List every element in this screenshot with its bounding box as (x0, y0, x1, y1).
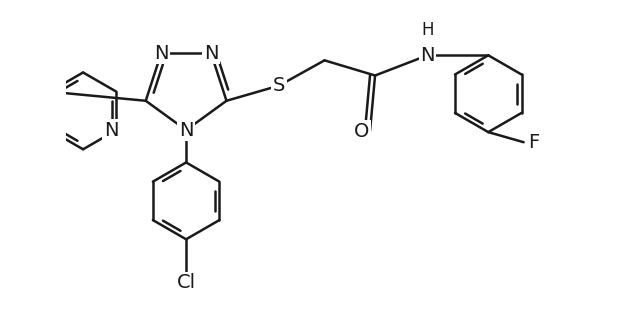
Text: F: F (528, 133, 540, 152)
Text: N: N (154, 44, 168, 63)
Text: H: H (421, 21, 434, 39)
Text: O: O (355, 121, 370, 141)
Text: N: N (420, 46, 435, 65)
Text: N: N (179, 120, 193, 140)
Text: N: N (104, 120, 118, 140)
Text: S: S (273, 76, 285, 95)
Text: Cl: Cl (177, 273, 196, 292)
Text: N: N (204, 44, 218, 63)
